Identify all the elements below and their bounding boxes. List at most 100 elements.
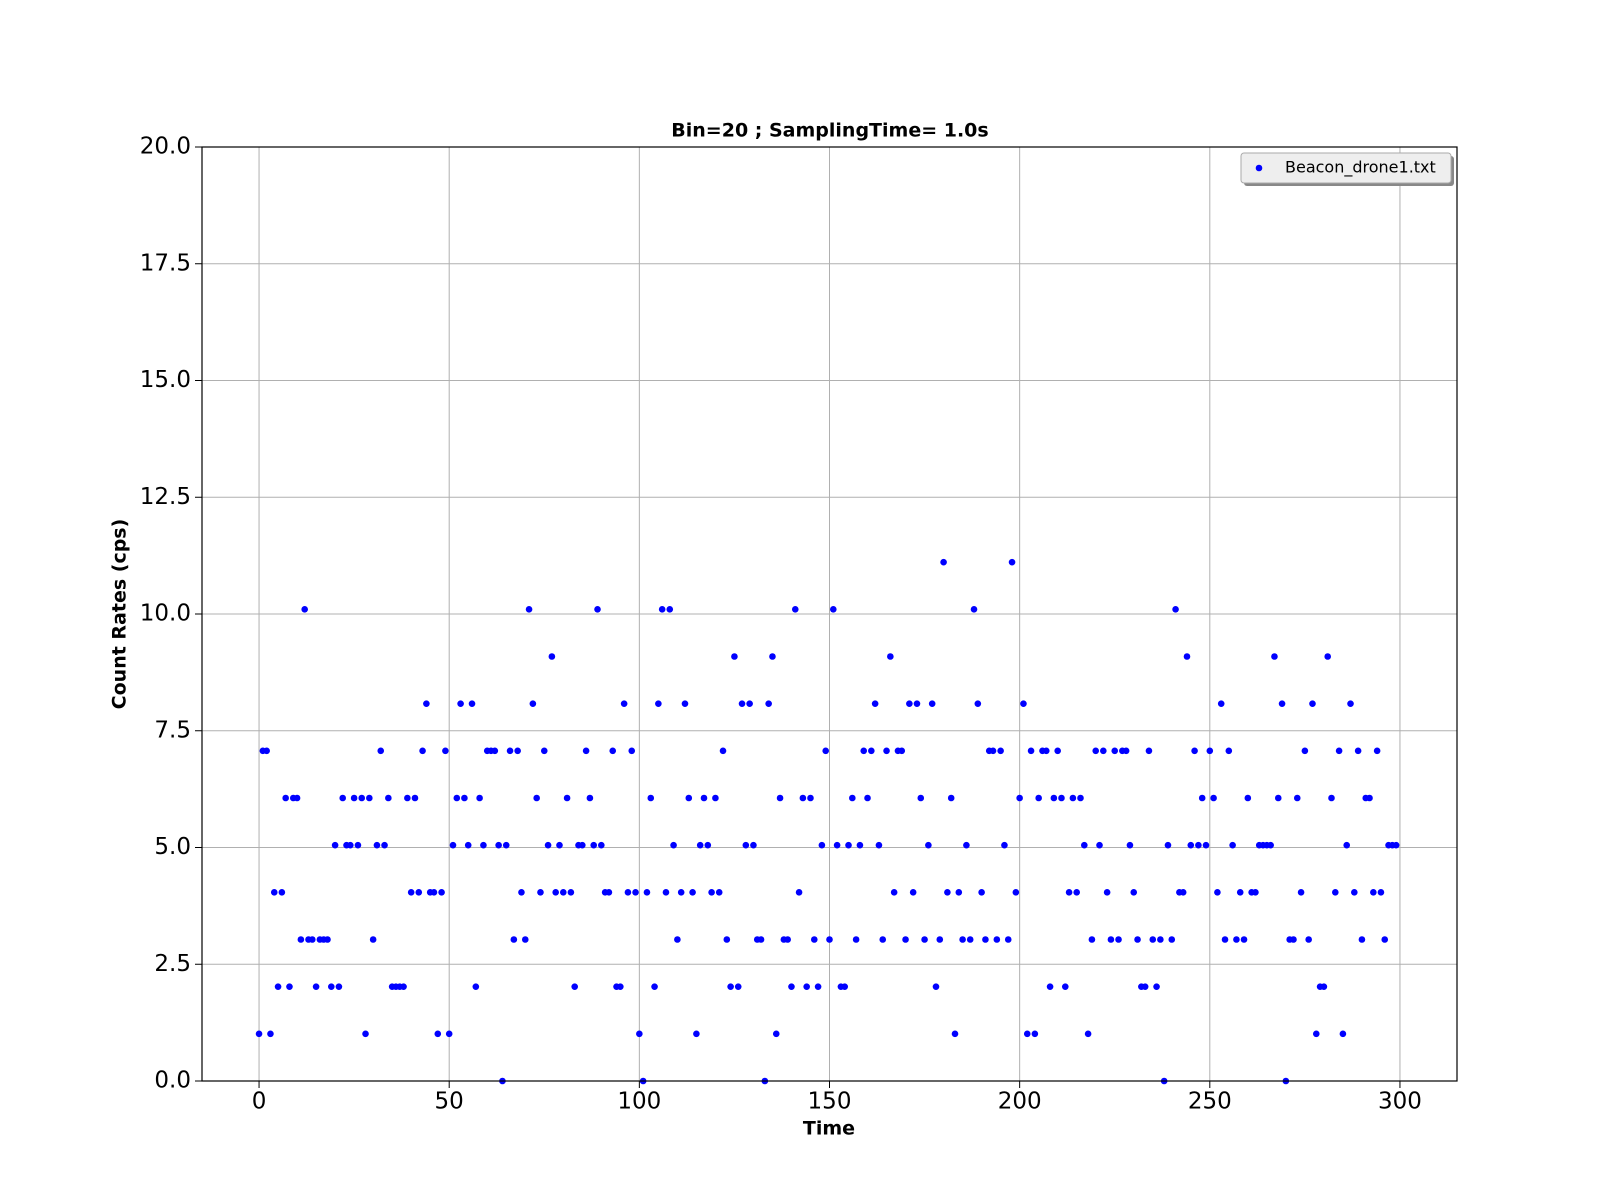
data-point	[1172, 606, 1179, 613]
data-point	[617, 983, 624, 990]
data-point	[887, 653, 894, 660]
data-point	[1153, 983, 1160, 990]
data-point	[1335, 747, 1343, 755]
data-point	[1050, 794, 1058, 802]
data-point	[1229, 841, 1236, 849]
data-point	[301, 606, 308, 613]
data-point	[1267, 841, 1274, 849]
data-point	[1198, 794, 1206, 802]
data-point	[913, 700, 921, 707]
data-point	[917, 794, 925, 802]
data-point	[1016, 794, 1023, 802]
data-point	[1096, 841, 1103, 849]
data-point	[1332, 889, 1339, 896]
data-point	[818, 841, 826, 849]
data-point	[1373, 747, 1381, 755]
data-point	[369, 936, 377, 943]
data-point	[795, 889, 803, 896]
y-tick-label: 12.5	[140, 484, 191, 510]
data-point	[636, 1030, 643, 1038]
data-point	[791, 606, 799, 613]
data-point	[826, 936, 833, 943]
data-point	[347, 841, 354, 849]
data-point	[1179, 889, 1187, 896]
data-point	[582, 747, 590, 755]
data-point	[966, 936, 974, 943]
legend-marker	[1255, 164, 1263, 172]
data-point	[1240, 936, 1248, 943]
data-point	[727, 983, 734, 990]
data-point	[1252, 889, 1259, 896]
data-point	[997, 747, 1004, 755]
data-point	[1305, 936, 1312, 943]
data-point	[974, 700, 982, 707]
data-point	[472, 983, 480, 990]
data-point	[411, 794, 419, 802]
y-tick-label: 15.0	[140, 367, 191, 393]
data-point	[883, 747, 890, 755]
data-point	[609, 747, 617, 755]
legend: Beacon_drone1.txt	[1240, 152, 1454, 186]
data-point	[708, 889, 715, 896]
data-point	[430, 889, 438, 896]
data-point	[1328, 794, 1335, 802]
data-point	[1031, 1030, 1039, 1038]
data-point	[263, 747, 270, 755]
data-point	[1058, 794, 1065, 802]
data-point	[1035, 794, 1042, 802]
data-point	[982, 936, 989, 943]
x-tick-label: 200	[998, 1089, 1042, 1115]
data-point	[521, 936, 529, 943]
data-point	[1084, 1030, 1092, 1038]
data-point	[1206, 747, 1214, 755]
x-tick-label: 300	[1378, 1089, 1422, 1115]
data-point	[632, 889, 639, 896]
x-tick-label: 100	[617, 1089, 661, 1115]
data-point	[464, 841, 472, 849]
data-point	[1157, 936, 1164, 943]
data-point	[579, 841, 586, 849]
data-point	[563, 794, 571, 802]
data-point	[989, 747, 997, 755]
data-point	[354, 841, 362, 849]
data-point	[833, 841, 841, 849]
data-point	[567, 889, 575, 896]
data-point	[1061, 983, 1069, 990]
data-point	[951, 1030, 959, 1038]
data-point	[693, 1030, 700, 1038]
data-point	[1130, 889, 1138, 896]
data-point	[282, 794, 289, 802]
data-point	[537, 889, 544, 896]
data-point	[1004, 936, 1012, 943]
data-point	[803, 983, 810, 990]
data-point	[1122, 747, 1130, 755]
data-point	[533, 794, 540, 802]
data-point	[1381, 936, 1389, 943]
data-point	[1351, 889, 1358, 896]
data-point	[548, 653, 556, 660]
data-point	[1324, 653, 1331, 660]
data-point	[1145, 747, 1153, 755]
data-point	[734, 983, 742, 990]
data-point	[495, 841, 502, 849]
data-point	[658, 606, 666, 613]
data-point	[1214, 889, 1221, 896]
data-point	[1377, 889, 1385, 896]
data-point	[655, 700, 662, 707]
data-point	[476, 794, 483, 802]
data-point	[1354, 747, 1362, 755]
data-point	[362, 1030, 369, 1038]
data-point	[860, 747, 868, 755]
data-point	[1088, 936, 1096, 943]
data-point	[1271, 653, 1278, 660]
data-point	[419, 747, 426, 755]
data-point	[1020, 700, 1027, 707]
data-point	[1100, 747, 1107, 755]
data-point	[445, 1030, 453, 1038]
data-point	[742, 841, 750, 849]
data-point	[1001, 841, 1008, 849]
data-point	[1233, 936, 1240, 943]
data-point	[373, 841, 381, 849]
data-point	[556, 841, 563, 849]
data-point	[715, 889, 723, 896]
